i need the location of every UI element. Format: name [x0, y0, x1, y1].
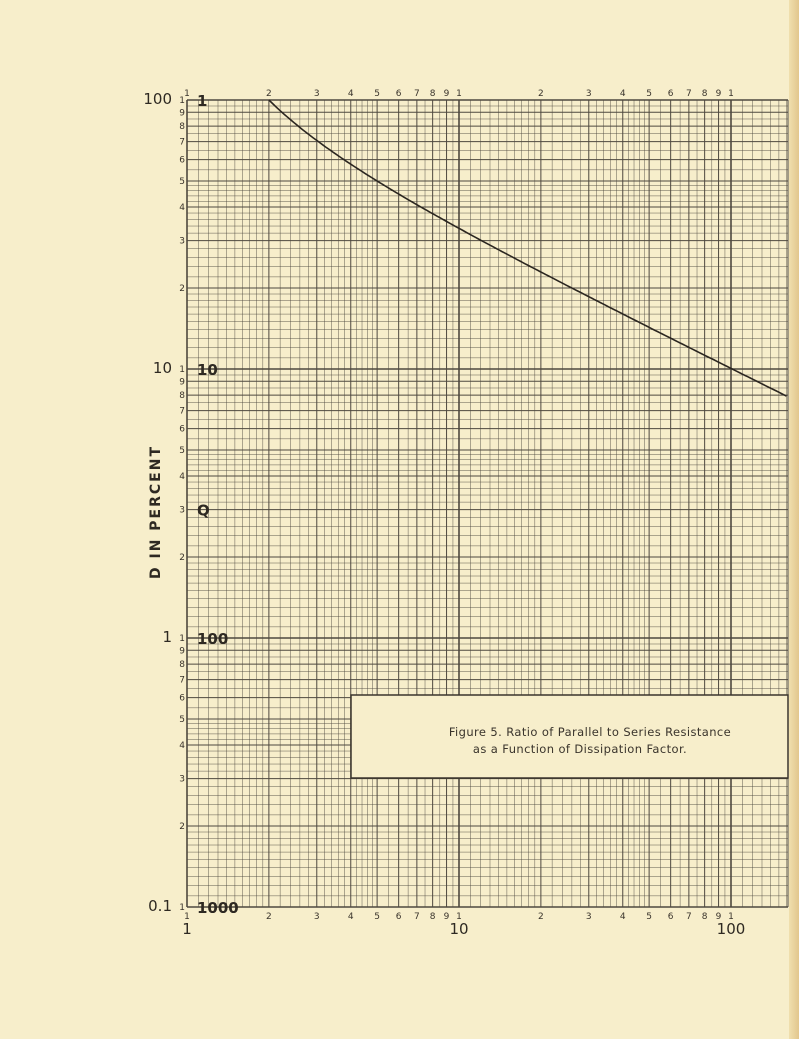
y-tick-label: 6	[179, 425, 185, 435]
y-tick-label: 6	[179, 156, 185, 166]
y-tick-label: 5	[179, 446, 185, 456]
y-tick-label: 4	[179, 203, 185, 213]
y-tick-label: 5	[179, 715, 185, 725]
y-tick-label: 2	[179, 822, 185, 832]
q-label: 100	[197, 630, 228, 648]
x-tick-label-top: 3	[586, 89, 592, 99]
curve	[268, 99, 787, 397]
x-tick-label-top: 4	[620, 89, 626, 99]
x-tick-label-bottom: 5	[374, 912, 380, 922]
x-tick-label-top: 1	[184, 89, 190, 99]
x-tick-label-bottom: 2	[538, 912, 544, 922]
x-tick-label-bottom: 3	[314, 912, 320, 922]
y-tick-label: 7	[179, 407, 185, 417]
x-tick-label-bottom: 9	[444, 912, 450, 922]
x-tick-label-bottom: 2	[266, 912, 272, 922]
caption-box: Figure 5. Ratio of Parallel to Series Re…	[350, 694, 789, 779]
x-tick-label-bottom: 8	[702, 912, 708, 922]
y-major-label: 100	[143, 90, 172, 108]
page-edge	[789, 0, 799, 1039]
y-tick-label: 9	[179, 377, 185, 387]
y-major-label: 0.1	[148, 897, 172, 915]
y-tick-label: 2	[179, 284, 185, 294]
caption-line-1: Figure 5. Ratio of Parallel to Series Re…	[449, 725, 731, 739]
y-axis-title: D IN PERCENT	[148, 445, 164, 579]
y-tick-label: 9	[179, 646, 185, 656]
x-tick-label-top: 9	[716, 89, 722, 99]
x-tick-label-top: 5	[374, 89, 380, 99]
y-tick-label: 9	[179, 108, 185, 118]
x-tick-label-top: 8	[430, 89, 436, 99]
y-major-label: 1	[162, 628, 172, 646]
y-tick-label: 1	[179, 96, 185, 106]
x-tick-label-bottom: 7	[414, 912, 420, 922]
x-tick-label-top: 3	[314, 89, 320, 99]
x-major-label: 1	[182, 920, 192, 938]
y-tick-label: 5	[179, 177, 185, 187]
x-tick-label-bottom: 1	[728, 912, 734, 922]
x-major-label: 10	[449, 920, 468, 938]
y-tick-label: 8	[179, 391, 185, 401]
x-tick-label-top: 6	[396, 89, 402, 99]
y-tick-label: 1	[179, 365, 185, 375]
x-tick-label-top: 2	[266, 89, 272, 99]
y-tick-label: 4	[179, 741, 185, 751]
y-tick-label: 1	[179, 634, 185, 644]
x-tick-label-top: 6	[668, 89, 674, 99]
y-tick-label: 7	[179, 676, 185, 686]
data-curve	[268, 99, 787, 397]
y-tick-label: 2	[179, 553, 185, 563]
x-tick-label-bottom: 3	[586, 912, 592, 922]
x-tick-label-top: 1	[456, 89, 462, 99]
x-tick-label-bottom: 7	[686, 912, 692, 922]
y-tick-label: 1	[179, 903, 185, 913]
q-label: 1000	[197, 899, 239, 917]
x-tick-label-bottom: 1	[184, 912, 190, 922]
x-tick-label-top: 5	[646, 89, 652, 99]
y-tick-label: 3	[179, 237, 185, 247]
y-tick-label: 8	[179, 122, 185, 132]
x-tick-label-bottom: 4	[620, 912, 626, 922]
x-tick-label-bottom: 6	[396, 912, 402, 922]
q-label: 10	[197, 361, 218, 379]
x-tick-label-top: 1	[728, 89, 734, 99]
x-major-label: 100	[717, 920, 746, 938]
x-tick-label-bottom: 5	[646, 912, 652, 922]
x-tick-label-bottom: 9	[716, 912, 722, 922]
y-tick-label: 4	[179, 472, 185, 482]
x-tick-label-top: 8	[702, 89, 708, 99]
x-tick-label-bottom: 8	[430, 912, 436, 922]
y-tick-label: 3	[179, 775, 185, 785]
q-label: Q	[197, 502, 210, 520]
x-tick-label-top: 4	[348, 89, 354, 99]
x-tick-label-top: 2	[538, 89, 544, 99]
y-tick-label: 3	[179, 506, 185, 516]
caption-line-2: as a Function of Dissipation Factor.	[473, 742, 687, 756]
caption-background	[350, 694, 789, 779]
q-label: 1	[197, 92, 207, 110]
x-tick-label-top: 7	[686, 89, 692, 99]
x-tick-label-bottom: 1	[456, 912, 462, 922]
grid	[186, 99, 789, 908]
x-tick-label-bottom: 4	[348, 912, 354, 922]
y-tick-label: 6	[179, 694, 185, 704]
x-tick-label-top: 7	[414, 89, 420, 99]
y-tick-label: 8	[179, 660, 185, 670]
y-tick-label: 7	[179, 138, 185, 148]
x-tick-label-bottom: 6	[668, 912, 674, 922]
x-tick-label-top: 9	[444, 89, 450, 99]
y-major-label: 10	[153, 359, 172, 377]
